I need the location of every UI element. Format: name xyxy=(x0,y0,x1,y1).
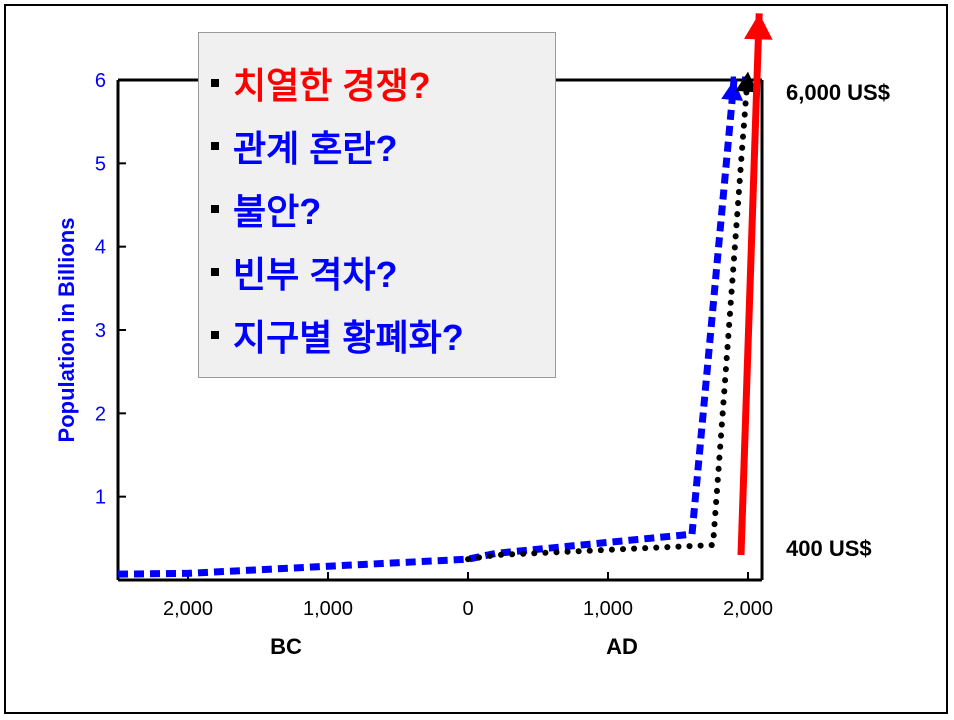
y-tick-label: 1 xyxy=(95,487,106,509)
question-text: 빈부 격차? xyxy=(233,253,398,295)
y-axis-label: Population in Billions xyxy=(54,218,79,443)
question-item: 빈부 격차? xyxy=(211,240,555,303)
question-item: 불안? xyxy=(211,177,555,240)
price-annotation: 400 US$ xyxy=(786,536,872,561)
slide-frame xyxy=(4,4,948,714)
x-tick-label: 1,000 xyxy=(303,598,353,620)
bullet-square-icon xyxy=(211,141,219,150)
price-annotation: 6,000 US$ xyxy=(786,80,890,105)
question-item: 지구별 황폐화? xyxy=(211,303,555,366)
chart-labels: BC AD Population in Billions 6,000 US$ 400 U… xyxy=(54,80,890,659)
y-tick-label: 4 xyxy=(95,237,106,259)
question-box: 치열한 경쟁? 관계 혼란? 불안? 빈부 격차? 지구별 황폐화? xyxy=(198,32,556,378)
question-item: 관계 혼란? xyxy=(211,114,555,177)
series-arrowhead-red xyxy=(744,13,773,40)
x-tick-label: 2,000 xyxy=(723,598,773,620)
y-tick-label: 2 xyxy=(95,403,106,425)
question-text: 지구별 황폐화? xyxy=(233,316,464,358)
series-arrowhead-black xyxy=(735,71,758,93)
question-text: 치열한 경쟁? xyxy=(233,64,431,106)
x-tick-label: 0 xyxy=(462,598,473,620)
bullet-square-icon xyxy=(211,330,219,339)
bullet-square-icon xyxy=(211,204,219,213)
series-arrowhead-blue xyxy=(721,80,744,101)
y-tick-label: 6 xyxy=(95,70,106,92)
question-text: 불안? xyxy=(233,190,322,232)
y-tick-label: 3 xyxy=(95,320,106,342)
bullet-square-icon xyxy=(211,78,219,87)
era-label: BC xyxy=(270,634,302,659)
question-text: 관계 혼란? xyxy=(233,127,398,169)
chart-ticks: 1 2 3 4 5 6 2,000 1,000 0 1,000 2,000 xyxy=(95,70,773,620)
series-line-black xyxy=(465,68,751,563)
x-tick-label: 1,000 xyxy=(583,598,633,620)
chart-series xyxy=(117,13,773,578)
y-tick-label: 5 xyxy=(95,153,106,175)
question-item: 치열한 경쟁? xyxy=(211,51,555,114)
x-tick-label: 2,000 xyxy=(163,598,213,620)
era-label: AD xyxy=(606,634,638,659)
series-line-red xyxy=(737,13,763,556)
bullet-square-icon xyxy=(211,267,219,276)
